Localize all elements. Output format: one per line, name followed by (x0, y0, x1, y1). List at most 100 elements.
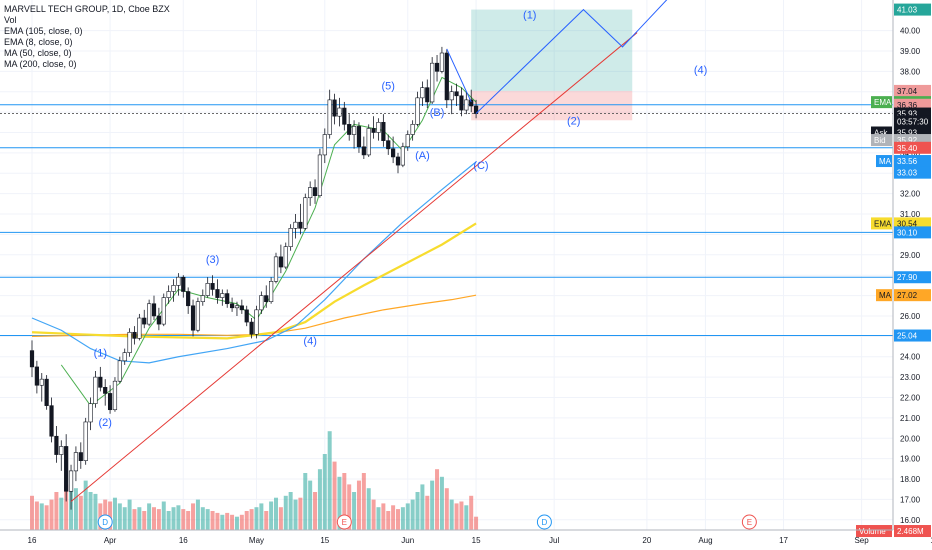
volume-bar (298, 497, 303, 530)
price-tick-label: 17.00 (900, 495, 921, 504)
legend-ma200[interactable]: MA (200, close, 0) (4, 59, 77, 69)
candle-body (93, 376, 98, 404)
time-tick-label: Sep (854, 536, 869, 545)
candle-body (317, 154, 323, 196)
volume-bar (88, 492, 93, 530)
price-tick-label: 23.00 (900, 373, 921, 382)
candle-body (73, 452, 79, 472)
volume-bar (195, 499, 200, 530)
volume-bar (469, 495, 474, 530)
candle-body (176, 276, 181, 286)
trendline[interactable] (70, 32, 638, 502)
volume-bar (117, 503, 122, 530)
wave-label: (1) (94, 348, 107, 360)
ema8-line[interactable] (60, 76, 477, 407)
candle-body (395, 156, 401, 166)
candle-body (39, 378, 44, 386)
price-tag-value: 33.56 (897, 157, 918, 166)
dividend-marker[interactable] (97, 514, 113, 530)
ma50-line[interactable] (31, 161, 477, 364)
volume-bar (400, 507, 405, 530)
dividend-marker[interactable] (536, 514, 552, 530)
price-tag-value: 25.04 (897, 332, 918, 341)
candle-body (239, 305, 244, 311)
volume-bar (64, 484, 69, 530)
time-tick-label: 17 (779, 536, 788, 545)
volume-bar (30, 495, 34, 530)
ema105-line[interactable] (31, 222, 477, 340)
legend-ema8[interactable]: EMA (8, close, 0) (4, 37, 73, 47)
price-tag (894, 329, 931, 342)
volume-bar (327, 431, 332, 530)
volume-bar (439, 476, 444, 530)
volume-bar (59, 497, 64, 530)
price-tag-value: 03:57:30 (897, 117, 929, 126)
candle-body (161, 297, 166, 325)
earnings-marker[interactable] (336, 514, 352, 530)
price-tag-value: 27.02 (897, 291, 918, 300)
volume-bar (444, 488, 449, 530)
wave-zigzag[interactable] (446, 48, 472, 103)
price-tick-label: 24.00 (900, 353, 921, 362)
wave-label: (A) (415, 150, 430, 162)
volume-bar (415, 492, 420, 530)
volume-bar (234, 516, 239, 530)
wave-label: (2) (98, 417, 111, 429)
price-tag-prefix: MA (879, 291, 892, 300)
candle-body (376, 122, 381, 133)
wave-label: (C) (473, 160, 488, 172)
wave-label: (B) (430, 107, 445, 119)
long-position-stop-zone[interactable] (471, 90, 633, 121)
volume-bar (317, 469, 322, 530)
candle-body (381, 122, 386, 141)
earnings-marker[interactable] (741, 514, 757, 530)
volume-bar (274, 497, 278, 530)
legend-ma50[interactable]: MA (50, close, 0) (4, 48, 72, 58)
time-tick-label: 16 (28, 536, 37, 545)
candle-body (259, 295, 264, 311)
candle-body (356, 126, 362, 148)
volume-bar (39, 503, 44, 530)
candle-body (59, 446, 64, 455)
candle-body (425, 87, 430, 103)
long-position-profit-zone[interactable] (471, 9, 633, 91)
volume-bar (278, 507, 283, 530)
price-tag (894, 141, 931, 154)
candle-body (249, 321, 254, 335)
price-tag-value: 41.03 (897, 6, 918, 15)
wave-projection[interactable] (475, 0, 676, 114)
event-marker-label: E (342, 518, 347, 527)
candle-body (264, 295, 269, 302)
legend-ema105[interactable]: EMA (105, close, 0) (4, 26, 83, 36)
candle-body (415, 97, 420, 125)
volume-bar (73, 488, 78, 530)
candle-body (464, 99, 469, 111)
event-marker-label: E (747, 518, 752, 527)
legend-vol[interactable]: Vol (4, 15, 17, 25)
candle-body (410, 124, 415, 135)
candle-body (68, 470, 74, 492)
volume-bar (303, 473, 308, 530)
price-tag-value: 35.93 (897, 129, 918, 138)
price-tag-value: 27.90 (897, 273, 918, 282)
price-tick-label: 38.00 (900, 67, 921, 76)
volume-bar (83, 480, 88, 530)
candle-body (205, 283, 210, 296)
price-tag-prefix-box (871, 217, 892, 230)
candle-body (210, 283, 215, 290)
legend-title[interactable]: MARVELL TECH GROUP, 1D, Cboe BZX (4, 4, 170, 14)
candle-body (469, 99, 474, 107)
time-tick-label: Jul (549, 536, 559, 545)
volume-bar (176, 505, 181, 530)
time-tick-label: May (249, 536, 264, 545)
volume-bar (288, 492, 293, 530)
price-tick-label: 26.00 (900, 312, 921, 321)
candle-body (44, 378, 49, 406)
volume-bar (332, 461, 337, 530)
candle-body (127, 331, 132, 353)
volume-bar (391, 505, 396, 530)
price-tick-label: 19.00 (900, 455, 921, 464)
volume-bar (122, 507, 127, 530)
